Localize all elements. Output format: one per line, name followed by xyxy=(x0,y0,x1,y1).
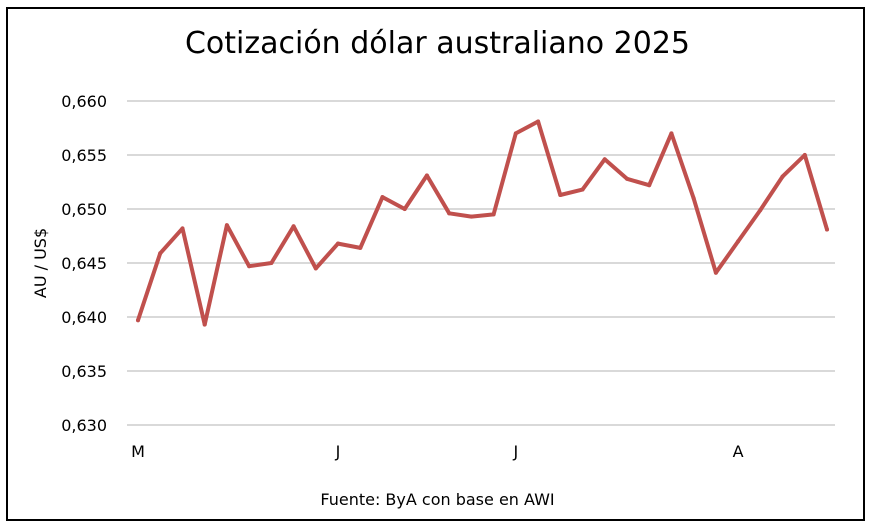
data-point xyxy=(402,207,407,211)
data-point xyxy=(158,251,163,256)
y-tick-label: 0,650 xyxy=(61,200,107,219)
chart-title: Cotización dólar australiano 2025 xyxy=(184,26,691,61)
data-point xyxy=(491,212,496,217)
y-tick-label: 0,655 xyxy=(61,146,107,165)
y-tick-label: 0,640 xyxy=(61,308,107,327)
data-point xyxy=(602,157,607,162)
data-point xyxy=(624,176,629,181)
data-point xyxy=(202,322,207,327)
source-note: Fuente: ByA con base en AWI xyxy=(320,490,555,509)
x-tick-label: J xyxy=(512,442,518,461)
data-point xyxy=(713,270,718,275)
y-axis-label: AU / US$ xyxy=(31,228,50,298)
data-point xyxy=(513,131,518,136)
data-point xyxy=(580,187,585,192)
data-point xyxy=(825,227,829,232)
data-point xyxy=(291,224,296,229)
data-point xyxy=(469,214,474,219)
series-points xyxy=(136,119,829,327)
data-point xyxy=(424,173,429,178)
data-point xyxy=(558,192,563,197)
data-point xyxy=(758,208,763,213)
data-point xyxy=(536,119,541,124)
data-point xyxy=(269,261,274,265)
data-point xyxy=(136,318,140,323)
data-point xyxy=(247,264,252,269)
y-axis-ticks: 0,630 0,635 0,640 0,645 0,650 0,655 0,660 xyxy=(61,92,107,435)
x-tick-label: J xyxy=(335,442,341,461)
data-point xyxy=(780,174,785,179)
data-point xyxy=(380,195,385,200)
x-tick-label: M xyxy=(131,442,145,461)
data-point xyxy=(691,196,696,201)
y-tick-label: 0,645 xyxy=(61,254,107,273)
y-tick-label: 0,635 xyxy=(61,362,107,381)
data-point xyxy=(447,211,452,216)
y-tick-label: 0,660 xyxy=(61,92,107,111)
data-point xyxy=(358,245,363,250)
data-point xyxy=(647,183,652,188)
data-point xyxy=(313,266,318,271)
data-point xyxy=(736,239,741,244)
data-point xyxy=(336,241,341,246)
gridlines xyxy=(127,100,835,426)
data-point xyxy=(180,226,185,231)
data-point xyxy=(224,223,229,228)
x-tick-label: A xyxy=(733,442,744,461)
series-line xyxy=(136,119,829,327)
y-tick-label: 0,630 xyxy=(61,416,107,435)
data-point xyxy=(669,131,674,136)
data-point xyxy=(802,153,807,157)
